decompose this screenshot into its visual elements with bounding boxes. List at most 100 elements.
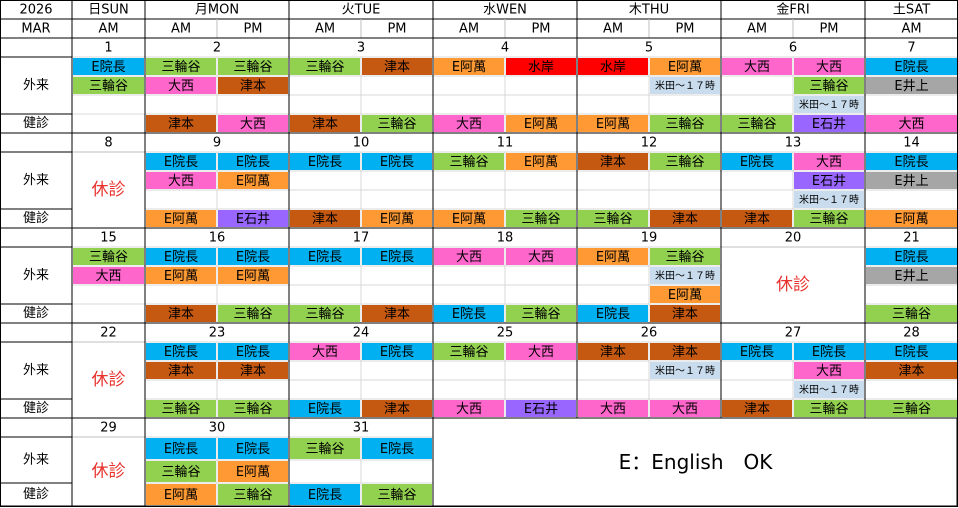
slot [720, 360, 794, 381]
slot-color [866, 153, 957, 170]
slot [144, 94, 218, 115]
slot-color [866, 362, 957, 379]
slot-color [722, 153, 792, 170]
slot-name: E院長 [91, 60, 125, 75]
slot-name: 三輪谷 [233, 487, 272, 503]
slot-name: 三輪谷 [665, 154, 704, 170]
slot-name: 三輪谷 [449, 154, 488, 170]
slot [864, 189, 958, 210]
slot-name: E院長 [164, 345, 198, 360]
session: AM [603, 22, 623, 37]
slot-color [866, 77, 957, 94]
slot-color [794, 210, 864, 227]
slot-name: E阿萬 [524, 155, 558, 170]
date: 4 [501, 41, 509, 56]
slot-name: 大西 [816, 364, 842, 379]
label-cell [0, 341, 73, 400]
label-cell [0, 132, 73, 153]
date: 23 [209, 326, 226, 341]
slot-name: E院長 [894, 345, 928, 360]
slot-color [794, 96, 864, 113]
slot-color [506, 58, 576, 75]
slot-name: E阿萬 [452, 212, 486, 227]
slot-color [434, 115, 504, 132]
slot-name: E院長 [894, 250, 928, 265]
slot-color [362, 210, 432, 227]
date: 7 [907, 41, 915, 56]
slot-color [73, 267, 144, 284]
slot-name: 三輪谷 [305, 59, 344, 75]
slot-color [146, 362, 216, 379]
slot-name: 三輪谷 [233, 401, 272, 417]
slot [504, 360, 578, 381]
slot-color [578, 305, 648, 322]
slot [576, 94, 650, 115]
date: 28 [903, 326, 920, 341]
slot-name: 津本 [240, 79, 266, 94]
slot-color [794, 115, 864, 132]
slot-name: 大西 [456, 402, 482, 417]
slot [720, 75, 794, 96]
slot-name: 三輪谷 [161, 464, 200, 480]
day-name: 水WEN [483, 3, 527, 18]
slot-color [218, 172, 288, 189]
label-cell [0, 37, 73, 58]
slot-color [146, 248, 216, 265]
slot-color [650, 115, 720, 132]
slot-color [290, 438, 360, 459]
session: PM [387, 22, 406, 37]
slot [576, 360, 650, 381]
slot-color [73, 248, 144, 265]
slot-color [650, 267, 720, 284]
slot-name: 大西 [816, 60, 842, 75]
slot-name: 三輪谷 [377, 487, 416, 503]
slot-color [434, 400, 504, 417]
slot-name: 大西 [95, 269, 121, 284]
slot-color [218, 305, 288, 322]
slot-color [434, 58, 504, 75]
slot-name: E院長 [236, 250, 270, 265]
slot [504, 265, 578, 286]
slot-name: 三輪谷 [665, 249, 704, 265]
slot-color [794, 400, 864, 417]
label-cell [0, 227, 73, 248]
slot [432, 360, 506, 381]
slot-name: E阿萬 [380, 212, 414, 227]
slot-name: 津本 [384, 307, 410, 322]
date: 12 [641, 136, 658, 151]
slot-name: 津本 [312, 117, 338, 132]
date: 24 [353, 326, 370, 341]
slot-color [866, 58, 957, 75]
slot-color [218, 267, 288, 284]
slot-name: 三輪谷 [809, 401, 848, 417]
slot-name: E院長 [380, 442, 414, 457]
slot-name: 津本 [384, 60, 410, 75]
date: 11 [497, 136, 514, 151]
slot-name: E阿萬 [164, 212, 198, 227]
label-cell [0, 417, 73, 438]
slot [360, 75, 434, 96]
slot-color [578, 343, 648, 360]
slot-name: 三輪谷 [305, 306, 344, 322]
slot-color [218, 58, 288, 75]
slot [432, 94, 506, 115]
slot-color [73, 58, 144, 75]
slot-name: 米田～１７時 [799, 98, 859, 111]
slot-name: E阿萬 [596, 250, 630, 265]
date: 31 [353, 421, 370, 436]
slot-name: E石井 [812, 117, 846, 132]
slot-color [146, 172, 216, 189]
session: PM [819, 22, 838, 37]
slot [288, 94, 362, 115]
slot [71, 113, 146, 134]
slot-name: E阿萬 [164, 269, 198, 284]
slot [864, 379, 958, 400]
slot [432, 170, 506, 191]
session: PM [243, 22, 262, 37]
slot-name: E阿萬 [236, 174, 270, 189]
slot-color [362, 58, 432, 75]
row-label: 外来 [23, 268, 49, 283]
slot-name: 津本 [168, 117, 194, 132]
slot-color [506, 400, 576, 417]
slot-color [362, 305, 432, 322]
